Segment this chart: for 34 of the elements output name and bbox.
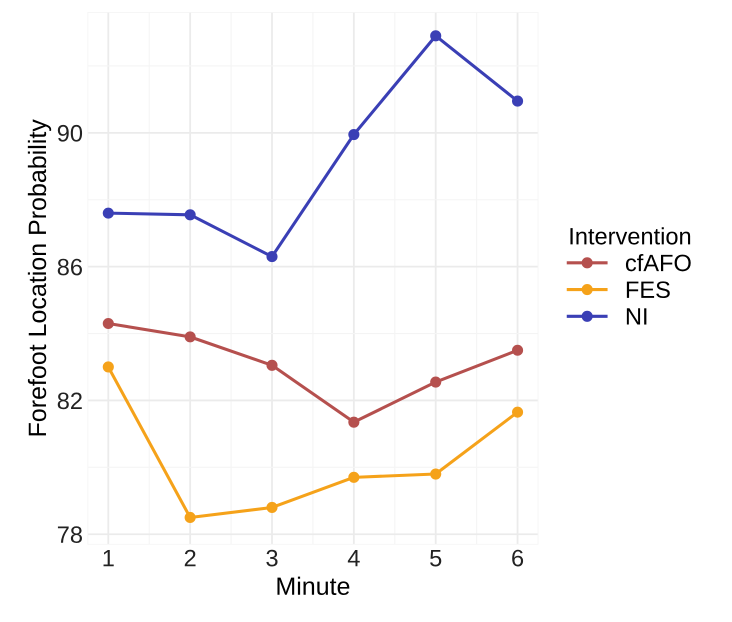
y-tick-label: 90 (58, 124, 82, 142)
x-tick-label: 4 (348, 550, 360, 566)
y-axis-title: Forefoot Location Probability (28, 119, 52, 436)
point (266, 502, 278, 514)
point (430, 468, 442, 480)
x-tick-label: 1 (104, 550, 114, 566)
y-tick-label: 78 (58, 526, 82, 544)
y-tick-label: 86 (58, 258, 82, 276)
point (184, 209, 196, 220)
point (184, 512, 196, 524)
point (430, 376, 442, 388)
legend-label: NI (626, 308, 646, 325)
point (348, 416, 360, 428)
x-tick-label: 2 (184, 550, 196, 566)
point (512, 406, 524, 418)
point (102, 208, 114, 219)
point (102, 361, 114, 373)
point (512, 344, 524, 356)
point (102, 318, 114, 330)
x-tick-label: 3 (266, 550, 278, 566)
point (266, 360, 278, 371)
point (348, 472, 360, 483)
point (348, 128, 360, 140)
x-tick-label: 5 (430, 550, 442, 566)
x-tick-label: 6 (512, 550, 524, 566)
legend-label: cfAFO (626, 254, 691, 272)
legend-label: FES (626, 281, 670, 298)
y-tick-label: 82 (58, 392, 82, 410)
point (266, 251, 278, 262)
point (512, 96, 524, 107)
legend-title: Intervention (570, 227, 690, 245)
x-axis-title: Minute (277, 576, 350, 596)
point (184, 331, 196, 342)
point (430, 30, 442, 42)
